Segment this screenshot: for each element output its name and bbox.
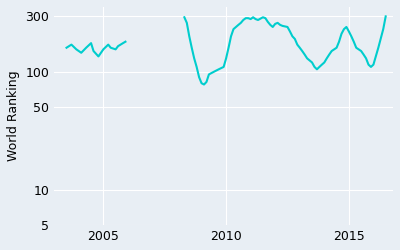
- Y-axis label: World Ranking: World Ranking: [7, 71, 20, 162]
